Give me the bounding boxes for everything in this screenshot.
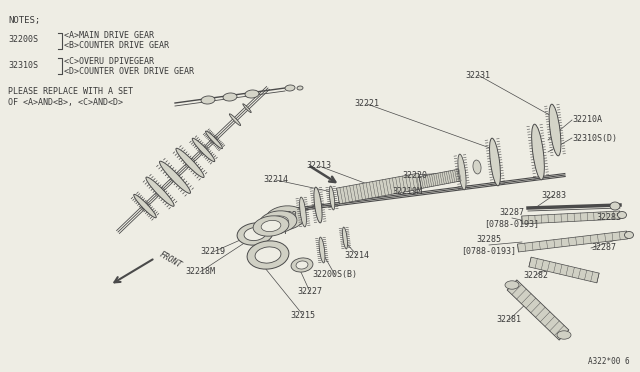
Text: <D>COUNTER OVER DRIVE GEAR: <D>COUNTER OVER DRIVE GEAR (64, 67, 194, 76)
Ellipse shape (532, 124, 545, 180)
Ellipse shape (329, 186, 335, 210)
Polygon shape (507, 280, 569, 340)
Text: 32213: 32213 (307, 161, 332, 170)
Text: 32221: 32221 (355, 99, 380, 109)
Ellipse shape (255, 247, 281, 263)
Ellipse shape (285, 85, 295, 91)
Text: NOTES;: NOTES; (8, 16, 40, 25)
Ellipse shape (490, 138, 500, 186)
Ellipse shape (243, 104, 252, 113)
Ellipse shape (146, 177, 174, 206)
Text: A322*00 6: A322*00 6 (588, 357, 630, 366)
Text: 32310S(D): 32310S(D) (572, 134, 617, 142)
Polygon shape (529, 257, 599, 283)
Ellipse shape (473, 160, 481, 174)
Text: 32219M: 32219M (392, 187, 422, 196)
Ellipse shape (192, 138, 215, 161)
Text: 32287: 32287 (591, 244, 616, 253)
Text: <C>OVERU DPIVEGEAR: <C>OVERU DPIVEGEAR (64, 57, 154, 65)
Text: 32214: 32214 (264, 176, 289, 185)
Polygon shape (518, 231, 627, 252)
Ellipse shape (291, 258, 313, 272)
Text: 32215: 32215 (291, 311, 316, 320)
Text: 32285
[0788-0193]: 32285 [0788-0193] (461, 235, 516, 255)
Ellipse shape (253, 216, 289, 236)
Text: 32231: 32231 (465, 71, 490, 80)
Ellipse shape (237, 223, 273, 245)
Text: 32220: 32220 (403, 170, 428, 180)
Text: 32283: 32283 (541, 190, 566, 199)
Ellipse shape (314, 187, 322, 223)
Ellipse shape (176, 148, 204, 177)
Ellipse shape (205, 131, 223, 149)
Ellipse shape (134, 195, 156, 218)
Ellipse shape (458, 154, 466, 190)
Ellipse shape (159, 161, 191, 193)
Ellipse shape (297, 86, 303, 90)
Ellipse shape (296, 261, 308, 269)
Ellipse shape (610, 202, 620, 210)
Text: PLEASE REPLACE WITH A SET: PLEASE REPLACE WITH A SET (8, 87, 133, 96)
Text: OF <A>AND<B>, <C>AND<D>: OF <A>AND<B>, <C>AND<D> (8, 99, 123, 108)
Text: 32282: 32282 (524, 270, 548, 279)
Ellipse shape (244, 227, 266, 241)
Text: 32210A: 32210A (572, 115, 602, 125)
Ellipse shape (505, 281, 519, 289)
Polygon shape (337, 173, 421, 204)
Text: 32200S: 32200S (8, 35, 38, 45)
Ellipse shape (549, 104, 561, 156)
Ellipse shape (247, 241, 289, 269)
Ellipse shape (274, 211, 296, 225)
Ellipse shape (201, 96, 215, 104)
Text: 32281: 32281 (497, 315, 522, 324)
Ellipse shape (261, 220, 281, 232)
Text: 32227: 32227 (298, 288, 323, 296)
Ellipse shape (625, 231, 634, 238)
Ellipse shape (557, 331, 571, 339)
Polygon shape (522, 211, 620, 224)
Text: 32218M: 32218M (185, 267, 215, 276)
Ellipse shape (245, 90, 259, 98)
Ellipse shape (342, 227, 348, 249)
Text: 32214: 32214 (344, 250, 369, 260)
Text: 32287
[0788-0193]: 32287 [0788-0193] (484, 208, 540, 228)
Ellipse shape (319, 237, 325, 263)
Text: 32285: 32285 (596, 214, 621, 222)
Ellipse shape (223, 93, 237, 101)
Ellipse shape (268, 216, 289, 228)
Text: 32219: 32219 (200, 247, 225, 257)
Text: <B>COUNTER DRIVE GEAR: <B>COUNTER DRIVE GEAR (64, 42, 169, 51)
Text: FRONT: FRONT (158, 250, 184, 270)
Polygon shape (417, 169, 461, 189)
Text: <A>MAIN DRIVE GEAR: <A>MAIN DRIVE GEAR (64, 32, 154, 41)
Text: 32414M: 32414M (256, 228, 286, 237)
Text: 32310S: 32310S (8, 61, 38, 70)
Ellipse shape (259, 211, 297, 233)
Ellipse shape (229, 114, 241, 125)
Text: 32412: 32412 (273, 211, 298, 219)
Ellipse shape (265, 206, 305, 230)
Text: 32200S(B): 32200S(B) (312, 270, 358, 279)
Ellipse shape (618, 212, 627, 218)
Ellipse shape (300, 197, 307, 227)
